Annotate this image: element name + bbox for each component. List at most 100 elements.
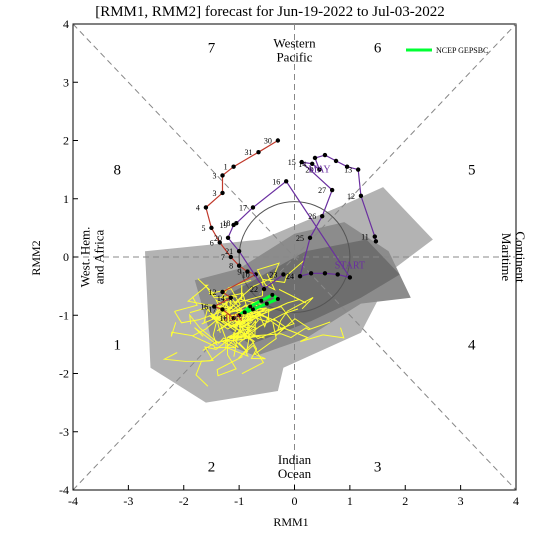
region-label-right: Continent (513, 231, 528, 283)
observed-track-b-point-label: 14 (298, 160, 306, 169)
legend-entry: NCEP GEPSBC (436, 46, 488, 55)
observed-track-b-point (333, 158, 339, 164)
observed-track-b-point (299, 159, 304, 165)
observed-track-b-point (317, 167, 322, 172)
observed-track-b-point-label: 12 (347, 192, 355, 201)
x-tick-label: 4 (513, 494, 519, 508)
ensemble-member-line (194, 318, 241, 346)
observed-track-a-point-label: 18 (220, 314, 228, 323)
y-tick-label: 2 (63, 134, 69, 148)
observed-track-b-point (347, 275, 353, 280)
unit-circle (238, 201, 351, 313)
observed-track-a-point-label: 31 (245, 148, 253, 157)
forecast-mean-point (242, 310, 247, 315)
observed-track-b-point-label: 26 (308, 212, 316, 221)
observed-track-a-point (256, 149, 261, 155)
observed-track-a-point (212, 304, 217, 309)
phase-number: 2 (208, 460, 216, 476)
observed-track-a-point-label: 14 (217, 294, 225, 303)
forecast-mean-point (264, 301, 269, 306)
region-label-top: Western (273, 35, 316, 50)
observed-track-a-point (220, 289, 225, 295)
x-tick-label: 1 (347, 494, 353, 508)
forecast-mean-point (259, 298, 264, 303)
observed-track-b-point (297, 274, 303, 279)
phase-number: 4 (468, 337, 476, 353)
observed-track-b-point (373, 239, 379, 244)
observed-track-a-point (209, 225, 214, 231)
ensemble-member-line (241, 323, 345, 343)
region-label-bottom: Ocean (278, 466, 312, 481)
observed-track-b-point (372, 234, 377, 239)
observed-track-a-point-label: 5 (201, 224, 205, 233)
x-tick-label: -4 (68, 494, 78, 508)
y-axis-label: RMM2 (29, 240, 43, 275)
observed-track-b-point-label: 21 (225, 247, 233, 256)
ensemble-member-line (186, 284, 238, 309)
observed-track-b-point-label: 19 (220, 221, 228, 230)
phase-number: 1 (114, 337, 122, 353)
y-tick-label: 3 (63, 75, 69, 89)
y-tick-label: -4 (59, 483, 69, 497)
ensemble-member-traces (162, 260, 345, 387)
y-tick-label: -1 (59, 308, 69, 322)
phase-number: 8 (114, 163, 122, 179)
observed-track-b-point (355, 167, 361, 172)
region-label-left: West. Hem. (78, 227, 93, 288)
forecast-mean-point (275, 296, 280, 301)
x-tick-label: -1 (234, 494, 244, 508)
observed-track-b-point-label: 17 (239, 203, 247, 212)
x-axis-label: RMM1 (273, 515, 308, 529)
y-tick-label: 1 (63, 192, 69, 206)
forecast-mean-point (250, 307, 255, 312)
ensemble-member-line (239, 289, 307, 325)
observed-track-a-point (228, 295, 234, 300)
observed-track-a-point-label: 12 (209, 288, 217, 297)
month-label: JUN (224, 313, 242, 324)
observed-track-b-point-label: 27 (318, 186, 326, 195)
phase-number: 6 (374, 40, 382, 56)
ensemble-spread-core (217, 239, 400, 345)
x-tick-label: 2 (402, 494, 408, 508)
y-tick-label: 4 (63, 17, 69, 31)
observed-track-a-point-label: 3 (213, 189, 217, 198)
observed-track-b-point (319, 214, 325, 219)
observed-track-b-point-label: 15 (288, 158, 296, 167)
observed-track-a-point (275, 138, 281, 143)
observed-track-b-point (231, 222, 236, 228)
forecast-mean-point (237, 313, 242, 318)
observed-track-a-point-label: 4 (196, 203, 200, 212)
observed-track-b-point-label: 13 (344, 166, 352, 175)
ensemble-member-line (245, 319, 331, 339)
observed-track-a-point (231, 315, 236, 321)
x-tick-label: -3 (123, 494, 133, 508)
observed-track-a-point (231, 164, 236, 169)
y-tick-label: -2 (59, 367, 69, 381)
observed-track-a-point-label: 1 (224, 163, 228, 172)
observed-track-a-point-label: 3 (213, 171, 217, 180)
phase-divider-diagonal-2 (72, 23, 517, 491)
phase-number: 5 (468, 163, 476, 179)
observed-track-b-point (261, 286, 267, 292)
observed-track-a-point (228, 254, 234, 260)
observed-track-a-point (203, 205, 209, 210)
observed-track-b-point-label: 16 (272, 177, 280, 186)
observed-track-a-point (245, 269, 250, 274)
observed-track-a-point (217, 240, 222, 245)
region-label-right: Maritime (499, 233, 514, 282)
observed-track-b-point (225, 235, 231, 240)
observed-track-b-point (322, 271, 328, 276)
observed-track-a-point-label: 30 (264, 137, 272, 146)
observed-track-a-point-label: 6 (210, 238, 214, 247)
observed-track-b-point (283, 179, 289, 184)
observed-track-b-point-label: 11 (361, 233, 369, 242)
observed-track-b-point-label: 22 (250, 285, 258, 294)
ensemble-member-line (195, 316, 245, 387)
observed-track-b-point-label: 24 (286, 272, 294, 281)
observed-track-b-point-label: 18 (222, 219, 230, 228)
observed-track-b-point (335, 272, 340, 277)
ensemble-member-line (259, 297, 314, 331)
phase-number: 7 (208, 40, 216, 56)
observed-track-b-point-label: 25 (296, 234, 304, 243)
